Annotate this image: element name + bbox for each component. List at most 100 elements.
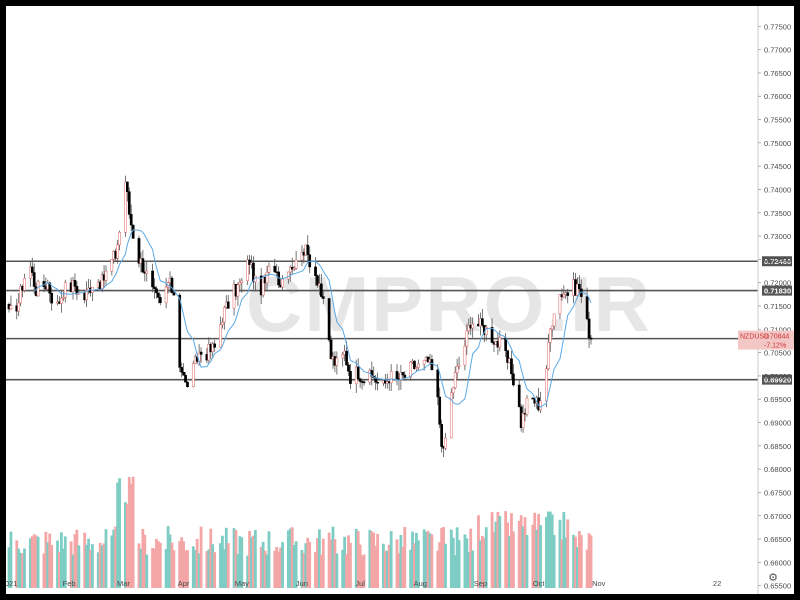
price-tick-label: 0.67500 [764,488,791,497]
volume-bar [422,529,426,588]
volume-bar [253,530,257,588]
price-tick-label: 0.74500 [764,162,791,171]
volume-bar [9,531,13,588]
time-axis[interactable]: 2021 Feb Mar Apr May Jun Jul Aug Sep Oct Nov 22 [6,579,721,588]
candle-body [578,283,581,290]
price-tick-label: 0.72500 [764,255,791,264]
volume-bar [265,554,269,588]
volume-bar [401,547,405,588]
candle-body [236,284,240,297]
volume-bar [96,552,100,588]
volume-bar [226,543,230,588]
volume-bar [234,530,238,588]
ma-line [33,229,592,408]
volume-bar [465,538,469,588]
volume-bar [224,527,228,588]
candle-body [32,272,36,287]
candle-body [376,381,379,384]
volume-bar [288,528,292,588]
volume-bar [477,515,480,588]
volume-bar [576,546,579,588]
price-tick-label: 0.74000 [764,185,791,194]
candle-body [73,280,77,287]
volume-bar [184,550,187,588]
candle-body [436,369,440,398]
volume-bar [125,503,129,588]
volume-bar [321,538,325,588]
price-tick-label: 0.68000 [764,465,791,474]
volume-bar [496,511,500,588]
volume-bar [504,511,508,588]
candle-body [413,360,416,370]
volume-bar [479,540,482,588]
volume-bar [341,549,345,588]
volume-bar [490,512,494,588]
candle-body [550,325,554,330]
candle-body [153,286,156,289]
volume-bar [395,539,399,588]
level-label: 0.71830 [764,287,791,296]
volume-bar [387,544,391,588]
price-axis[interactable]: 0.77500 0.77000 0.76500 0.76000 0.75500 0.750… [757,6,791,594]
price-tick-label: 0.67000 [764,512,791,521]
candle-body [172,292,176,296]
candle-body [481,318,484,326]
candle-body [248,259,251,265]
volume-bar [151,547,154,588]
volume-bar [574,536,577,588]
price-tick-label: 0.71500 [764,302,791,311]
volume-bar [521,526,525,588]
price-tick-label: 0.68500 [764,442,791,451]
candle-body [294,259,298,269]
price-tick-label: 0.73000 [764,232,791,241]
time-tick-label: Nov [592,579,606,588]
volume-bar [290,527,294,588]
candle-body [164,286,168,304]
volume-bar [277,551,281,588]
price-tick-label: 0.77500 [764,22,791,31]
volume-bar [564,537,568,588]
volume-bar [415,532,418,588]
candle-body [213,343,216,348]
time-tick-label: Sep [474,579,487,588]
candle-body [465,330,469,347]
volume-bar [413,543,416,588]
candle-body [104,270,108,281]
candle-body [273,265,277,273]
volume-bar [482,537,486,588]
candle-body [506,350,509,363]
gear-icon[interactable]: ⚙ [768,572,778,584]
candle-body [576,283,579,296]
candle-body [238,282,242,286]
volume-bar [403,526,407,588]
volume-bar [523,517,527,588]
volume-bar [347,535,350,588]
volume-bar [316,538,319,588]
volume-bar [182,541,185,588]
volume-bar [158,542,162,588]
volume-bar [463,534,467,588]
volume-bar [50,544,54,588]
volume-bar [89,549,92,588]
candle-body [178,294,182,368]
time-tick-label: 22 [713,579,721,588]
candle-body [19,286,22,304]
candle-body [30,266,34,273]
volume-bar [587,533,591,588]
volume-bar [411,531,414,588]
volume-bar [197,553,201,588]
volume-bar [238,536,242,588]
volume-bar [286,530,290,588]
candle-body [471,323,475,329]
volume-bar [71,554,75,588]
volume-bar [17,548,21,588]
price-tick-label: 0.66000 [764,558,791,567]
volume-bar [112,529,116,588]
volume-bar [100,545,104,588]
volume-bar [28,538,32,588]
volume-bar [143,534,147,588]
volume-bar [104,529,108,588]
level-label: 0.69920 [764,376,791,385]
